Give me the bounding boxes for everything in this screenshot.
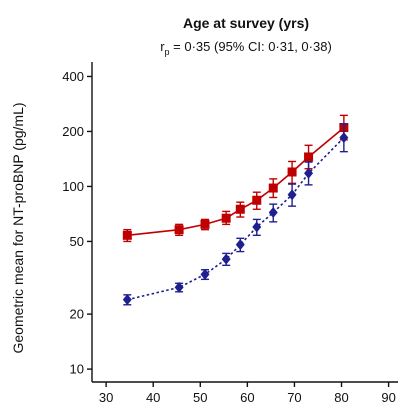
- y-tick-label: 100: [62, 179, 84, 194]
- y-axis-label: Geometric mean for NT-proBNP (pg/mL): [10, 102, 26, 353]
- data-point-diamond: [200, 268, 210, 280]
- data-point-square: [122, 230, 132, 240]
- data-point-square: [200, 219, 210, 229]
- series-2-line: [127, 137, 345, 301]
- chart-title: Age at survey (yrs): [183, 15, 309, 31]
- data-point-diamond: [304, 167, 314, 179]
- y-tick-label: 200: [62, 124, 84, 139]
- data-point-square: [174, 225, 184, 235]
- x-tick-label: 70: [287, 390, 301, 405]
- data-point-diamond: [339, 132, 349, 144]
- data-point-square: [235, 204, 245, 214]
- data-point-square: [304, 152, 314, 162]
- subtitle-subscript: p: [165, 47, 170, 57]
- data-point-square: [268, 183, 278, 193]
- data-point-square: [252, 195, 262, 205]
- data-point-square: [287, 167, 297, 177]
- data-point-diamond: [235, 239, 245, 251]
- data-point-square: [221, 213, 231, 223]
- data-point-diamond: [287, 189, 297, 201]
- x-tick-label: 50: [193, 390, 207, 405]
- series-1-line: [127, 126, 345, 237]
- data-point-diamond: [252, 221, 262, 233]
- y-tick-label: 400: [62, 69, 84, 84]
- x-tick-label: 90: [381, 390, 395, 405]
- data-point-diamond: [221, 253, 231, 265]
- data-point-diamond: [268, 207, 278, 219]
- data-point-diamond: [122, 294, 132, 306]
- x-tick-label: 80: [334, 390, 348, 405]
- subtitle-prefix: r: [160, 39, 165, 54]
- chart-subtitle: rp = 0·35 (95% CI: 0·31, 0·38): [160, 39, 332, 57]
- plot-area: 10 20 50 100 200 400 30 40 50 60 70 80 90: [62, 62, 398, 405]
- x-tick-label: 60: [240, 390, 254, 405]
- y-tick-label: 50: [70, 234, 84, 249]
- x-tick-label: 40: [146, 390, 160, 405]
- x-tick-label: 30: [99, 390, 113, 405]
- y-tick-label: 20: [70, 307, 84, 322]
- data-point-diamond: [174, 281, 184, 293]
- subtitle-text: = 0·35 (95% CI: 0·31, 0·38): [170, 39, 332, 54]
- y-tick-label: 10: [70, 362, 84, 377]
